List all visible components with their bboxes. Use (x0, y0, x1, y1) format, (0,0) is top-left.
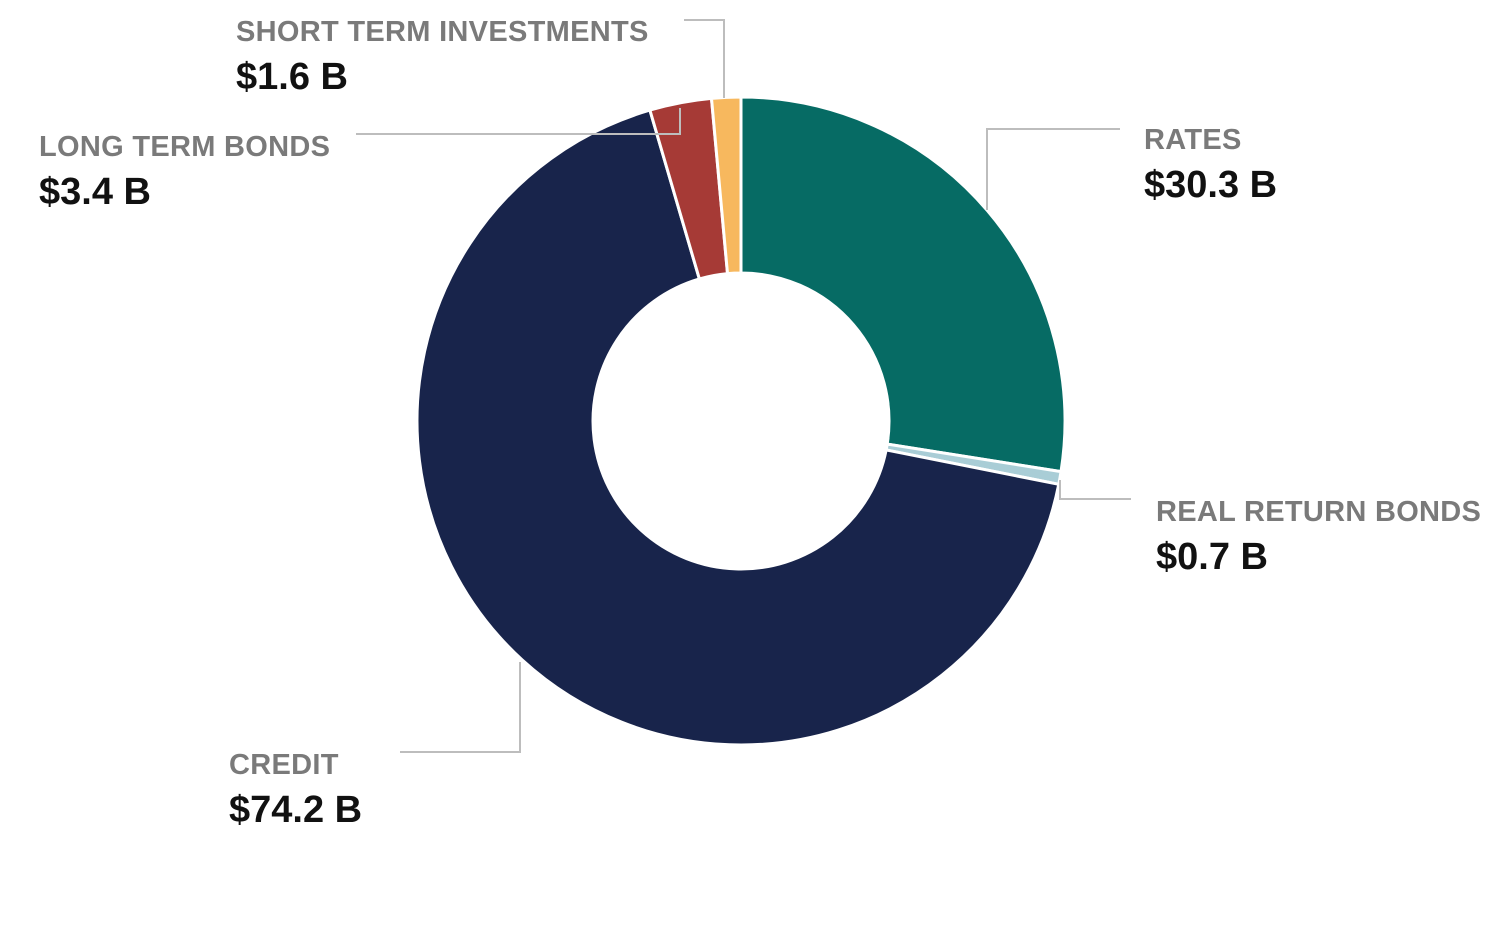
leader-line-rates (986, 128, 1120, 210)
slice-value-long-term-bonds: $3.4 B (39, 171, 151, 213)
slice-value-real-return-bonds: $0.7 B (1156, 536, 1268, 578)
slice-label-credit: CREDIT (229, 749, 339, 781)
leader-line-real-return-bonds (1059, 480, 1131, 500)
leader-line-credit (400, 662, 521, 753)
slice-label-rates: RATES (1144, 124, 1242, 156)
leader-line-short-term-investments (684, 19, 725, 98)
donut-slice-credit (415, 108, 1061, 747)
slice-label-long-term-bonds: LONG TERM BONDS (39, 131, 330, 163)
slice-value-credit: $74.2 B (229, 789, 362, 831)
donut-slice-rates (739, 95, 1067, 474)
slice-value-rates: $30.3 B (1144, 164, 1277, 206)
slice-label-short-term-investments: SHORT TERM INVESTMENTS (236, 16, 649, 48)
slice-value-short-term-investments: $1.6 B (236, 56, 348, 98)
donut-slices (415, 95, 1067, 747)
donut-slice-short-term-investments (709, 95, 743, 276)
slice-label-real-return-bonds: REAL RETURN BONDS (1156, 496, 1481, 528)
leader-line-long-term-bonds (356, 108, 681, 135)
